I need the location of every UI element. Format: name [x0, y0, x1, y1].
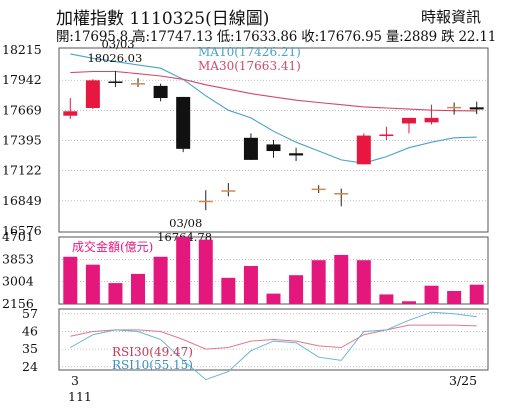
candle-body: [356, 135, 371, 165]
volume-legend: 成交金額(億元): [72, 239, 153, 254]
x-start-label: 3: [71, 373, 79, 388]
price-tick-label: 17122: [2, 163, 42, 178]
candle-body: [311, 188, 326, 191]
candle-body: [266, 144, 281, 152]
volume-bar: [198, 239, 213, 304]
ma10-line: [70, 53, 477, 164]
volume-tick-label: 4701: [2, 229, 34, 244]
candle-body: [63, 111, 78, 116]
price-tick-label: 17942: [2, 72, 42, 87]
candle-body: [447, 106, 462, 109]
ma30-line: [70, 70, 477, 112]
rsi-tick-label: 24: [22, 359, 38, 374]
volume-bar: [266, 293, 281, 304]
volume-bar: [379, 294, 394, 304]
high-date-label: 03/03: [101, 37, 134, 51]
low-date-label: 03/08: [169, 216, 202, 230]
volume-bar: [401, 301, 416, 304]
volume-bar: [311, 260, 326, 304]
legend-rsi30: RSI30(49.47): [112, 345, 193, 359]
candle-body: [198, 200, 213, 203]
candle-body: [108, 81, 123, 83]
candle-body: [153, 85, 168, 99]
volume-bar: [424, 285, 439, 304]
candle-body: [401, 117, 416, 124]
legend-ma30: MA30(17663.41): [198, 59, 301, 73]
candle-body: [131, 83, 146, 85]
candle-body: [289, 153, 304, 156]
candle-body: [221, 190, 236, 192]
chart-title: 加權指數 1110325(日線圖): [56, 9, 270, 29]
price-tick-label: 17669: [2, 102, 42, 117]
x-year-label: 111: [68, 389, 92, 404]
panel-frame-1: [58, 47, 489, 233]
volume-tick-label: 3004: [2, 274, 34, 289]
rsi10-line: [70, 311, 477, 381]
volume-bar: [447, 290, 462, 304]
candle-body: [176, 96, 191, 149]
volume-bar: [243, 265, 258, 304]
rsi-tick-label: 46: [22, 323, 38, 338]
x-end-label: 3/25: [449, 373, 477, 388]
candle-body: [379, 134, 394, 136]
candle-body: [85, 80, 100, 108]
volume-tick-label: 3853: [2, 251, 34, 266]
rsi-tick-label: 35: [22, 341, 38, 356]
volume-bar: [356, 260, 371, 304]
volume-bar: [221, 277, 236, 304]
volume-bar: [153, 256, 168, 304]
volume-bar: [334, 254, 349, 304]
volume-bar: [63, 256, 78, 304]
volume-bar: [85, 264, 100, 304]
volume-bar: [108, 283, 123, 304]
candle-body: [469, 107, 484, 110]
price-tick-label: 16849: [2, 193, 42, 208]
source-label: 時報資訊: [421, 8, 482, 26]
panel-frame-3: [58, 308, 489, 371]
rsi-tick-label: 57: [22, 306, 38, 321]
high-value-label: 18026.03: [87, 51, 142, 65]
volume-bar: [176, 237, 191, 304]
price-tick-label: 17395: [2, 133, 42, 148]
volume-bar: [131, 273, 146, 304]
candle-body: [424, 117, 439, 123]
candle-body: [334, 193, 349, 195]
volume-bar: [469, 284, 484, 304]
legend-ma10: MA10(17426.21): [198, 45, 301, 59]
price-tick-label: 18215: [2, 42, 42, 57]
price-tick-label: 16576: [2, 223, 42, 238]
candle-body: [243, 137, 258, 160]
quote-line: 開:17695.8 高:17747.13 低:17633.86 收:17676.…: [56, 29, 497, 45]
volume-bar: [289, 275, 304, 304]
volume-tick-label: 2156: [2, 296, 34, 311]
legend-rsi10: RSI10(55.15): [112, 358, 193, 372]
rsi30-line: [70, 324, 477, 350]
